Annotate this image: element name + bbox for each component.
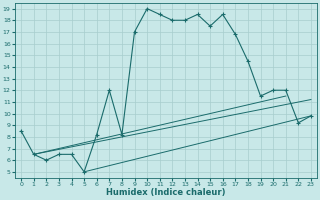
X-axis label: Humidex (Indice chaleur): Humidex (Indice chaleur): [106, 188, 226, 197]
